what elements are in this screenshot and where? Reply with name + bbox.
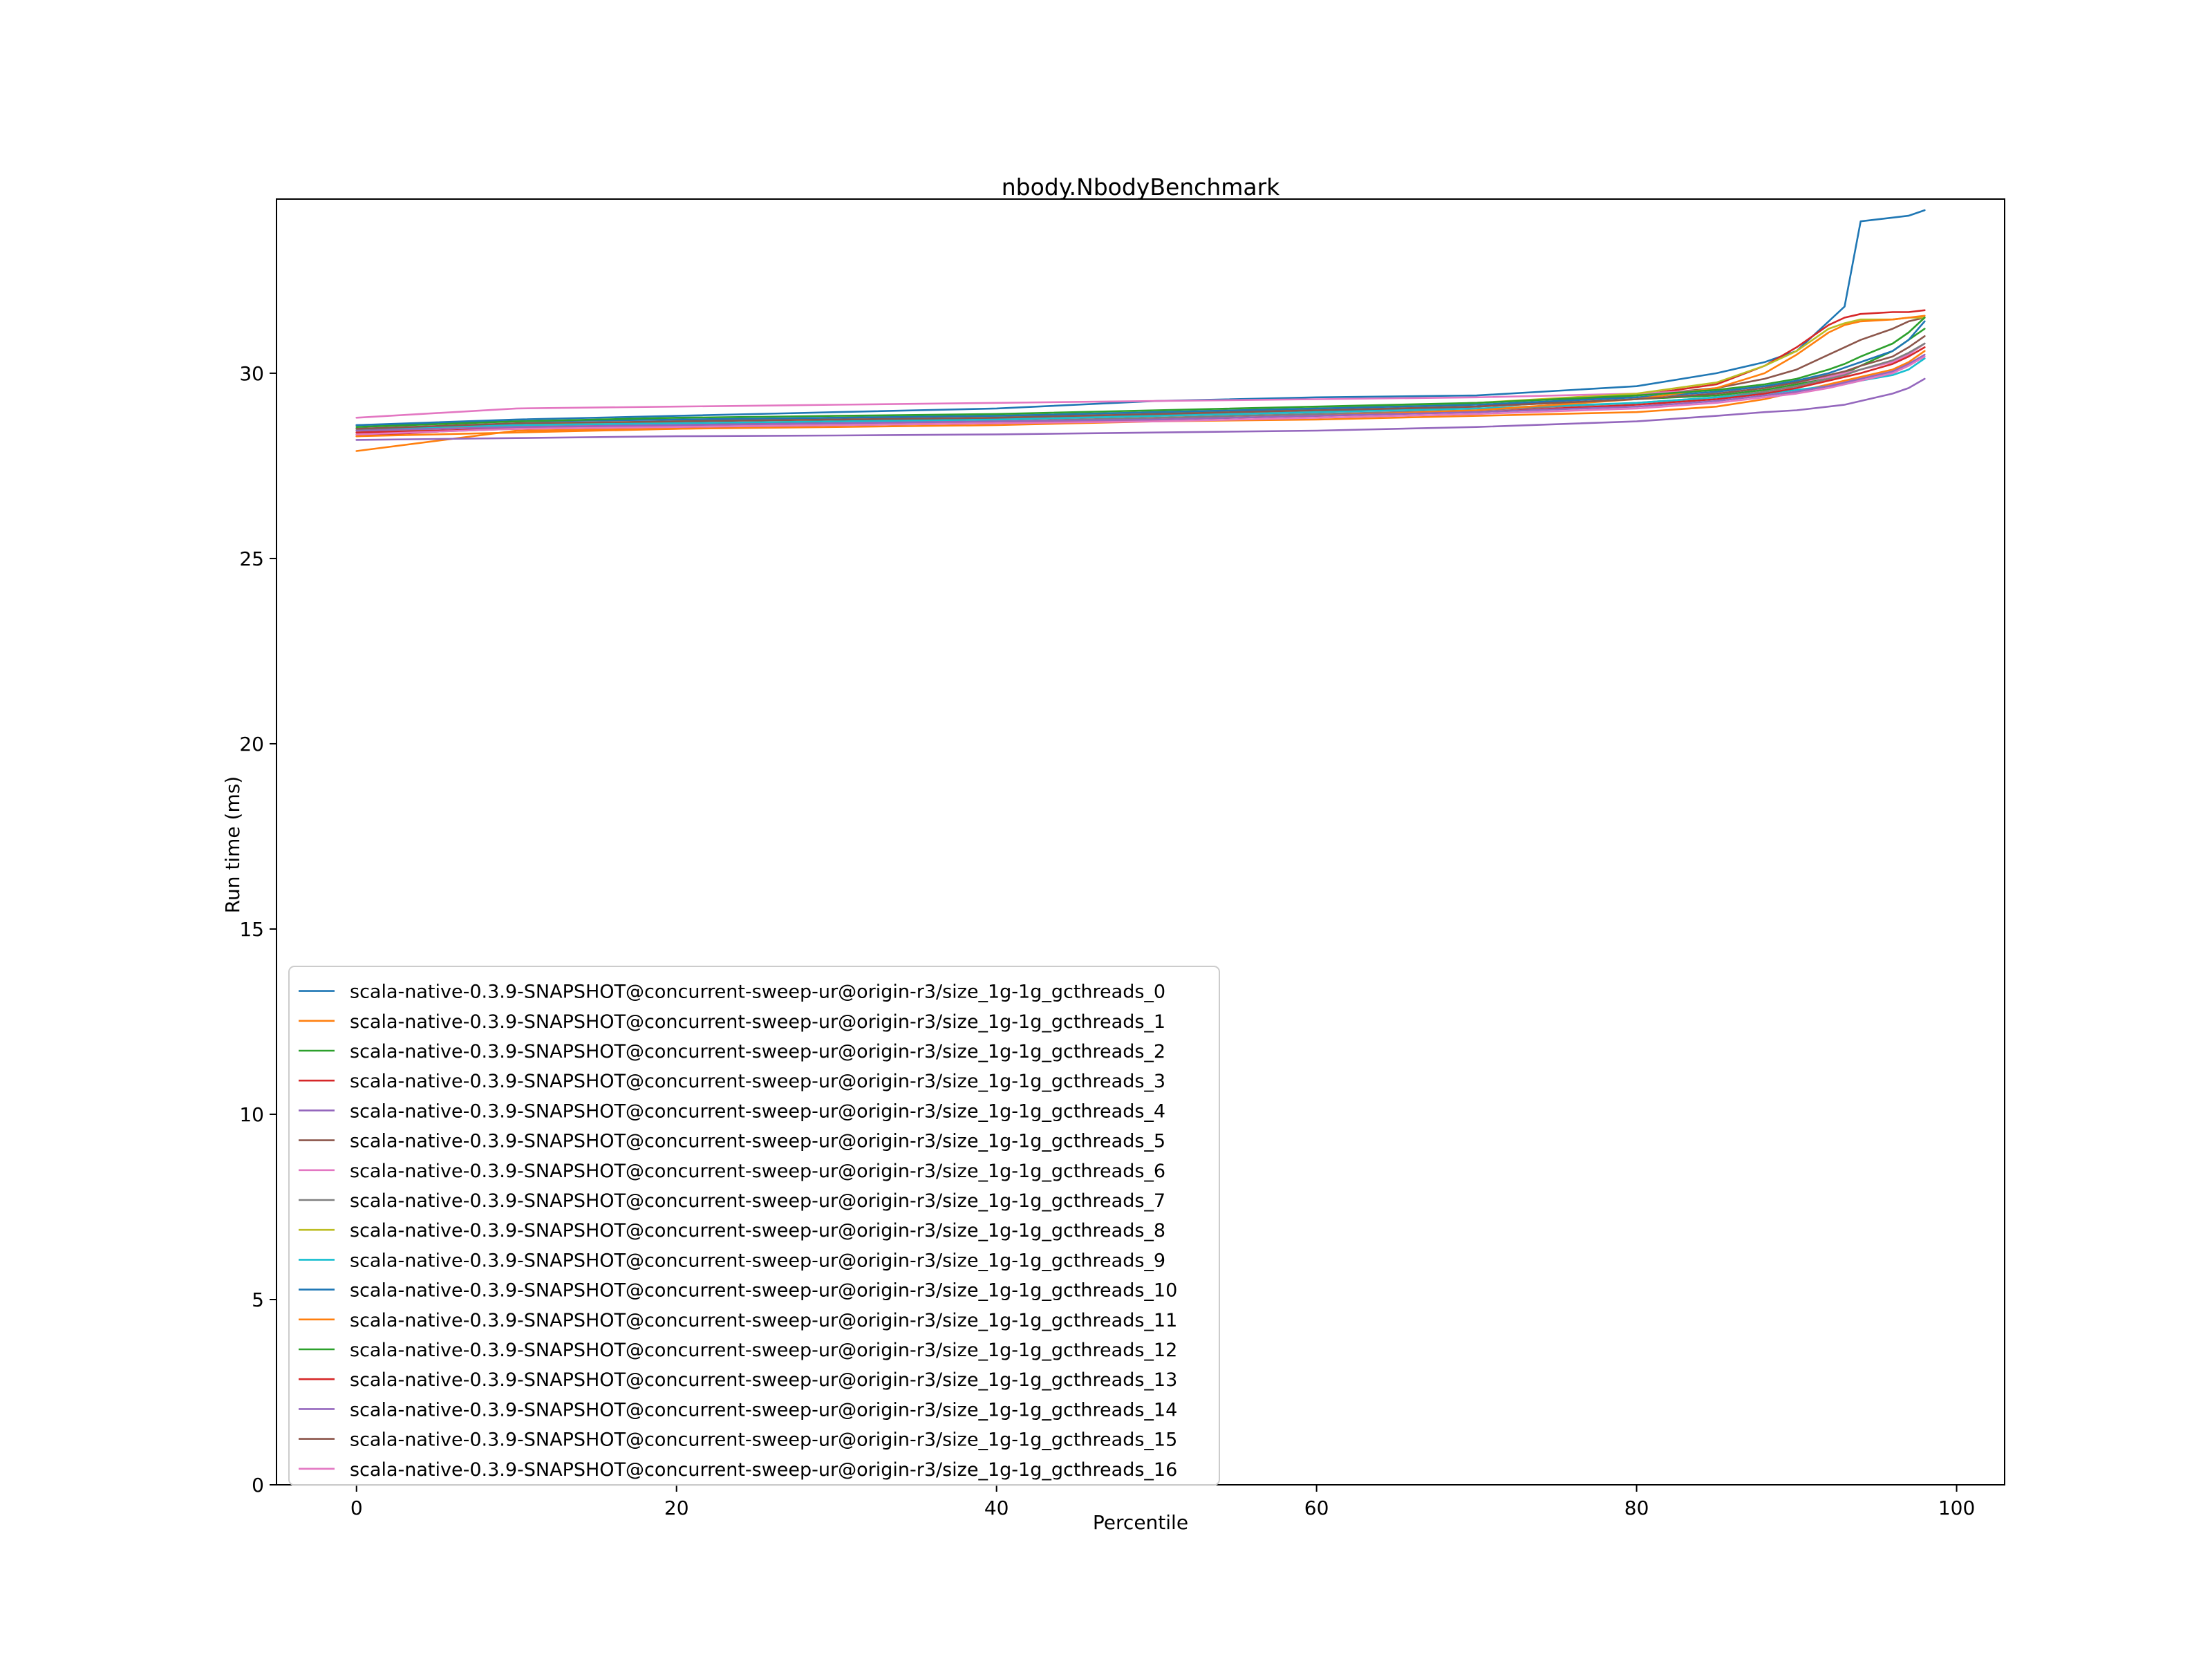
y-tick-label-5: 25 <box>239 547 264 570</box>
x-tick-label-1: 20 <box>664 1497 689 1519</box>
series-line-4 <box>355 377 1926 441</box>
legend: scala-native-0.3.9-SNAPSHOT@concurrent-s… <box>288 966 1220 1486</box>
y-tick-label-0: 0 <box>252 1474 264 1497</box>
x-tick-label-3: 60 <box>1304 1497 1329 1519</box>
legend-box <box>288 966 1220 1486</box>
series-line-14 <box>355 353 1926 432</box>
legend-label-5: scala-native-0.3.9-SNAPSHOT@concurrent-s… <box>350 1131 1165 1152</box>
legend-label-3: scala-native-0.3.9-SNAPSHOT@concurrent-s… <box>350 1071 1165 1092</box>
legend-label-7: scala-native-0.3.9-SNAPSHOT@concurrent-s… <box>350 1190 1165 1212</box>
legend-label-8: scala-native-0.3.9-SNAPSHOT@concurrent-s… <box>350 1220 1165 1241</box>
y-tick-label-6: 30 <box>239 362 264 385</box>
series-line-1 <box>355 350 1926 452</box>
y-tick-label-4: 20 <box>239 733 264 756</box>
legend-label-14: scala-native-0.3.9-SNAPSHOT@concurrent-s… <box>350 1399 1177 1421</box>
legend-label-1: scala-native-0.3.9-SNAPSHOT@concurrent-s… <box>350 1011 1165 1033</box>
series-line-0 <box>355 209 1926 427</box>
legend-label-10: scala-native-0.3.9-SNAPSHOT@concurrent-s… <box>350 1280 1177 1302</box>
y-tick-label-1: 5 <box>252 1288 264 1311</box>
legend-label-16: scala-native-0.3.9-SNAPSHOT@concurrent-s… <box>350 1459 1177 1481</box>
legend-label-13: scala-native-0.3.9-SNAPSHOT@concurrent-s… <box>350 1369 1177 1391</box>
legend-label-2: scala-native-0.3.9-SNAPSHOT@concurrent-s… <box>350 1041 1165 1062</box>
legend-label-4: scala-native-0.3.9-SNAPSHOT@concurrent-s… <box>350 1100 1165 1122</box>
y-axis-label: Run time (ms) <box>221 776 244 913</box>
series-line-12 <box>355 317 1926 429</box>
y-axis: 0 5 10 15 20 25 30 <box>239 362 276 1497</box>
legend-label-12: scala-native-0.3.9-SNAPSHOT@concurrent-s… <box>350 1340 1177 1361</box>
legend-label-6: scala-native-0.3.9-SNAPSHOT@concurrent-s… <box>350 1161 1165 1182</box>
x-axis: 0 20 40 60 80 100 <box>350 1485 1975 1519</box>
legend-label-15: scala-native-0.3.9-SNAPSHOT@concurrent-s… <box>350 1430 1177 1451</box>
legend-label-9: scala-native-0.3.9-SNAPSHOT@concurrent-s… <box>350 1250 1165 1271</box>
y-tick-label-2: 10 <box>239 1103 264 1126</box>
legend-label-0: scala-native-0.3.9-SNAPSHOT@concurrent-s… <box>350 982 1165 1003</box>
x-tick-label-5: 100 <box>1938 1497 1975 1519</box>
chart-title: nbody.NbodyBenchmark <box>1002 174 1280 200</box>
x-tick-label-2: 40 <box>984 1497 1009 1519</box>
legend-label-11: scala-native-0.3.9-SNAPSHOT@concurrent-s… <box>350 1310 1177 1331</box>
x-tick-label-4: 80 <box>1624 1497 1649 1519</box>
y-tick-label-3: 15 <box>239 918 264 941</box>
x-tick-label-0: 0 <box>350 1497 363 1519</box>
x-axis-label: Percentile <box>1093 1511 1188 1534</box>
series-line-16 <box>355 355 1926 435</box>
series-group <box>355 209 1926 452</box>
series-line-15 <box>355 335 1926 430</box>
